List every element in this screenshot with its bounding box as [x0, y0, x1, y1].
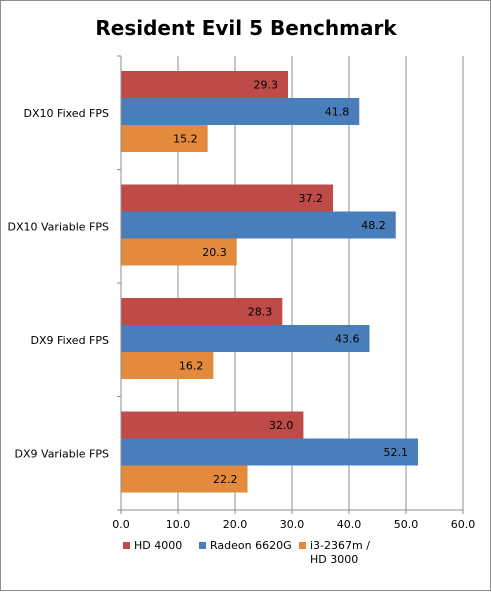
bar-radeon-6620g-dx10-variable-fps [121, 211, 396, 239]
value-label: 37.2 [299, 192, 324, 205]
legend-swatch-hd-4000 [123, 542, 130, 549]
bar-i3-2367m-hd-3000-dx10-variable-fps [121, 238, 237, 266]
bar-radeon-6620g-dx9-fixed-fps [121, 325, 370, 352]
value-label: 32.0 [269, 419, 294, 432]
bar-radeon-6620g-dx9-variable-fps [121, 438, 418, 466]
x-tick-label: 40.0 [337, 518, 362, 531]
value-label: 20.3 [202, 246, 227, 259]
value-label: 43.6 [335, 333, 360, 346]
value-label: 15.2 [173, 133, 198, 146]
chart-title: Resident Evil 5 Benchmark [95, 16, 397, 40]
x-tick-label: 10.0 [166, 518, 191, 531]
bar-i3-2367m-hd-3000-dx10-fixed-fps [121, 125, 208, 152]
x-tick-label: 30.0 [280, 518, 305, 531]
category-label-dx10-variable-fps: DX10 Variable FPS [8, 220, 109, 233]
value-label: 41.8 [325, 106, 350, 119]
legend-label-hd-4000: HD 4000 [134, 539, 182, 552]
bar-i3-2367m-hd-3000-dx9-variable-fps [121, 465, 248, 493]
legend-label-i3-2367m-hd-3000: i3-2367m / HD 3000 [310, 539, 370, 566]
category-label-dx9-variable-fps: DX9 Variable FPS [15, 447, 109, 460]
bar-i3-2367m-hd-3000-dx9-fixed-fps [121, 352, 214, 379]
value-label: 52.1 [383, 446, 408, 459]
legend-swatch-i3-2367m-hd-3000 [299, 542, 306, 549]
bars [121, 71, 418, 493]
legend: HD 4000 Radeon 6620G i3-2367m / HD 3000 [123, 539, 370, 566]
value-label: 22.2 [213, 473, 238, 486]
value-labels: 29.3 41.8 15.2 37.2 48.2 20.3 28.3 43.6 16.2 32.0… [173, 79, 408, 487]
value-label: 16.2 [179, 360, 204, 373]
x-tick-label: 0.0 [112, 518, 130, 531]
x-tick-label: 50.0 [394, 518, 419, 531]
bar-hd-4000-dx9-fixed-fps [121, 298, 283, 325]
bar-hd-4000-dx10-fixed-fps [121, 71, 289, 98]
category-label-dx10-fixed-fps: DX10 Fixed FPS [24, 107, 109, 120]
axes: 0.0 10.0 20.0 30.0 40.0 50.0 60.0 DX10 Fixed FP… [8, 55, 476, 531]
value-label: 28.3 [248, 306, 273, 319]
legend-label-radeon-6620g: Radeon 6620G [210, 539, 292, 552]
bar-radeon-6620g-dx10-fixed-fps [121, 98, 360, 125]
legend-swatch-radeon-6620g [199, 542, 206, 549]
x-tick-label: 20.0 [223, 518, 248, 531]
category-label-dx9-fixed-fps: DX9 Fixed FPS [31, 334, 109, 347]
value-label: 48.2 [361, 219, 386, 232]
value-label: 29.3 [254, 79, 279, 92]
bar-hd-4000-dx9-variable-fps [121, 411, 304, 439]
x-tick-label: 60.0 [451, 518, 476, 531]
bar-hd-4000-dx10-variable-fps [121, 184, 334, 212]
